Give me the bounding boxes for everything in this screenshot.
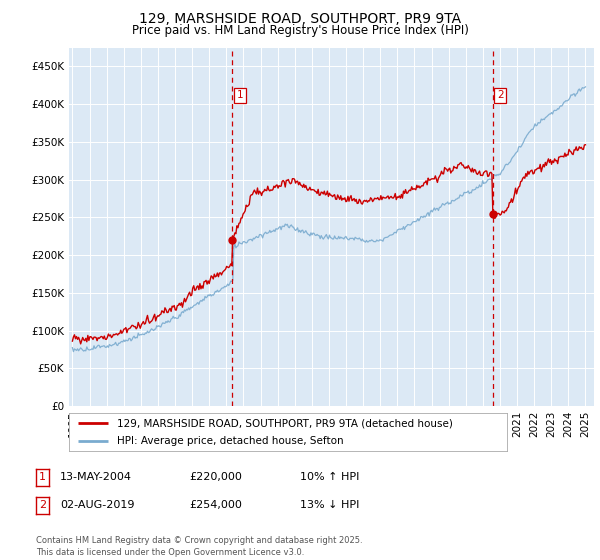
- Text: 13% ↓ HPI: 13% ↓ HPI: [300, 500, 359, 510]
- Text: 129, MARSHSIDE ROAD, SOUTHPORT, PR9 9TA (detached house): 129, MARSHSIDE ROAD, SOUTHPORT, PR9 9TA …: [117, 418, 453, 428]
- Text: 2: 2: [497, 90, 503, 100]
- Text: 2: 2: [39, 500, 46, 510]
- Text: 02-AUG-2019: 02-AUG-2019: [60, 500, 134, 510]
- Text: HPI: Average price, detached house, Sefton: HPI: Average price, detached house, Seft…: [117, 436, 344, 446]
- Text: 13-MAY-2004: 13-MAY-2004: [60, 472, 132, 482]
- Text: Contains HM Land Registry data © Crown copyright and database right 2025.
This d: Contains HM Land Registry data © Crown c…: [36, 536, 362, 557]
- Text: £254,000: £254,000: [189, 500, 242, 510]
- Text: Price paid vs. HM Land Registry's House Price Index (HPI): Price paid vs. HM Land Registry's House …: [131, 24, 469, 36]
- Text: 10% ↑ HPI: 10% ↑ HPI: [300, 472, 359, 482]
- Text: 129, MARSHSIDE ROAD, SOUTHPORT, PR9 9TA: 129, MARSHSIDE ROAD, SOUTHPORT, PR9 9TA: [139, 12, 461, 26]
- Text: £220,000: £220,000: [189, 472, 242, 482]
- Text: 1: 1: [39, 472, 46, 482]
- Text: 1: 1: [237, 90, 244, 100]
